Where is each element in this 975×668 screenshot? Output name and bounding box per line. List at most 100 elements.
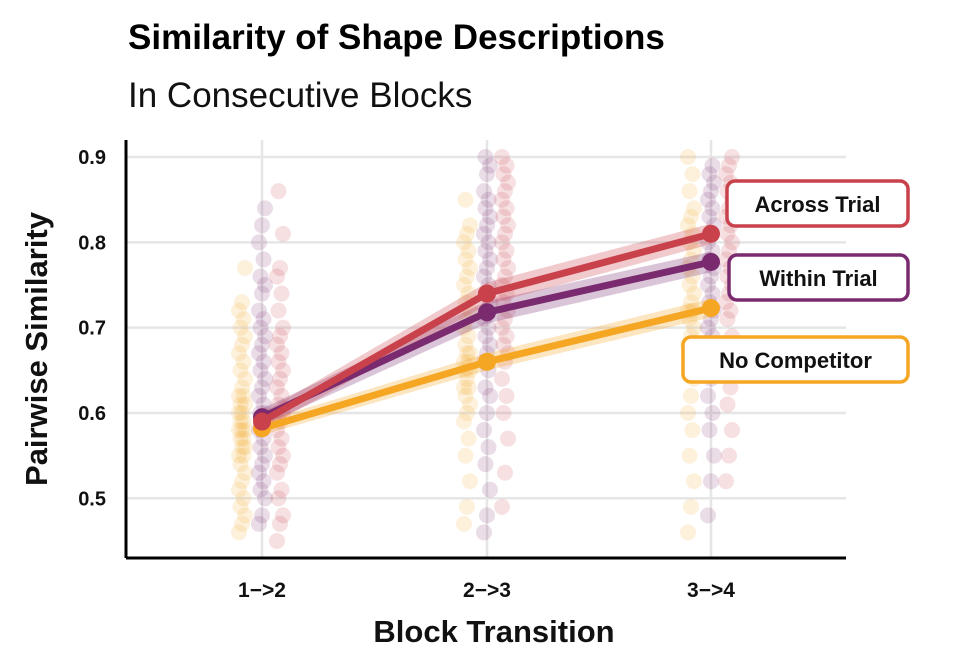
data-point <box>494 370 510 387</box>
data-point <box>479 404 495 421</box>
chart-subtitle: In Consecutive Blocks <box>128 76 473 115</box>
data-point <box>257 277 273 294</box>
legend-box <box>681 335 910 384</box>
data-point <box>235 387 252 404</box>
data-point <box>275 225 291 242</box>
data-point <box>724 149 740 166</box>
data-point <box>498 328 515 345</box>
data-point <box>459 370 475 387</box>
data-point <box>459 345 475 362</box>
data-point <box>686 200 702 217</box>
data-point <box>683 208 699 225</box>
series-marker <box>478 284 496 303</box>
data-point <box>476 524 492 541</box>
data-point <box>700 319 716 336</box>
data-point <box>257 200 273 217</box>
data-point <box>684 422 701 439</box>
data-point <box>482 481 498 498</box>
data-point <box>254 285 270 302</box>
data-point <box>703 183 719 200</box>
data-point <box>237 507 253 524</box>
series-marker <box>702 299 720 318</box>
data-point <box>683 387 699 404</box>
data-point <box>498 387 515 404</box>
data-point <box>254 217 270 234</box>
data-point <box>700 191 716 208</box>
data-point <box>681 447 698 464</box>
data-point <box>495 251 512 268</box>
x-tick-label: 2−>3 <box>463 579 511 602</box>
legend-box <box>725 179 910 228</box>
data-point <box>231 524 247 541</box>
data-point <box>235 353 252 370</box>
data-point <box>480 439 497 456</box>
data-point <box>497 183 513 200</box>
series-marker <box>253 412 271 431</box>
data-point <box>680 524 696 541</box>
data-point <box>232 319 249 336</box>
data-point <box>457 447 474 464</box>
data-point <box>234 422 250 439</box>
data-point <box>460 285 477 302</box>
data-point <box>700 507 716 524</box>
data-point <box>686 242 702 259</box>
data-point <box>251 515 267 532</box>
data-point <box>232 396 249 413</box>
data-point <box>479 217 495 234</box>
data-point <box>683 294 699 311</box>
confidence-band <box>262 251 711 426</box>
series-marker <box>478 303 496 322</box>
data-point <box>497 311 513 328</box>
scatter-points <box>231 149 740 549</box>
data-point <box>500 217 516 234</box>
data-point <box>255 396 272 413</box>
data-point <box>476 422 492 439</box>
data-point <box>480 319 497 336</box>
data-point <box>684 166 701 183</box>
data-point <box>273 481 290 498</box>
data-point <box>269 464 285 481</box>
data-point <box>231 345 247 362</box>
data-point <box>719 311 736 328</box>
data-point <box>275 447 291 464</box>
data-point <box>479 259 495 276</box>
legend-label: No Competitor <box>719 348 872 373</box>
data-point <box>497 225 513 242</box>
data-point <box>234 294 250 311</box>
data-point <box>681 183 698 200</box>
data-point <box>680 217 696 234</box>
data-point <box>252 319 269 336</box>
data-point <box>234 439 250 456</box>
legend-label: Across Trial <box>755 192 881 217</box>
data-point <box>460 379 477 396</box>
data-point <box>269 532 285 549</box>
legend: Across Trial Within Trial No Competitor <box>681 179 910 384</box>
data-point <box>232 498 249 515</box>
data-point <box>706 174 722 191</box>
y-tick-label: 0.9 <box>78 147 106 169</box>
series-marker <box>702 252 720 271</box>
data-point <box>270 439 287 456</box>
legend-label: Within Trial <box>759 266 877 291</box>
data-point <box>237 370 253 387</box>
data-point <box>232 413 249 430</box>
data-point <box>457 251 474 268</box>
data-point <box>495 166 512 183</box>
data-point <box>477 328 494 345</box>
data-point <box>255 251 272 268</box>
data-point <box>686 285 702 302</box>
data-point <box>234 404 250 421</box>
data-point <box>237 396 253 413</box>
data-point <box>231 447 247 464</box>
data-point <box>721 157 737 174</box>
data-point <box>476 225 492 242</box>
data-point <box>721 447 737 464</box>
data-point <box>500 259 516 276</box>
data-point <box>254 379 270 396</box>
data-point <box>254 456 270 473</box>
data-point <box>234 473 250 490</box>
data-point <box>251 464 267 481</box>
data-point <box>457 387 474 404</box>
data-point <box>494 191 510 208</box>
data-point <box>270 183 287 200</box>
